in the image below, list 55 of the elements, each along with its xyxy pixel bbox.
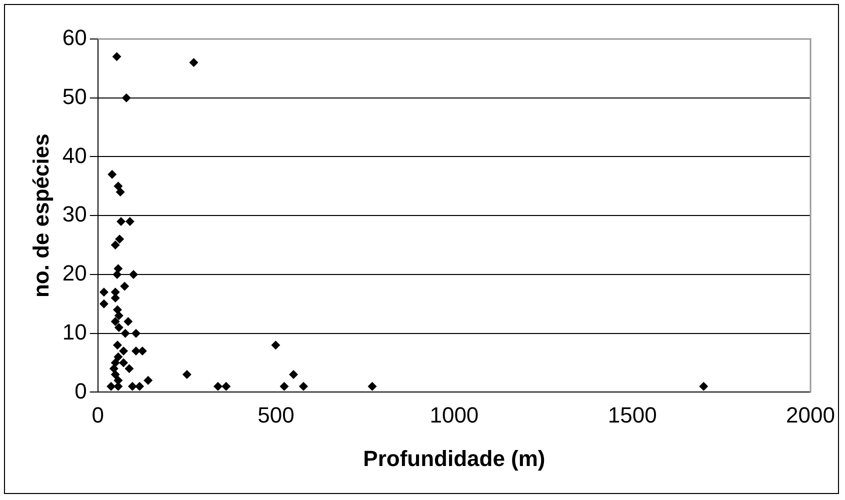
y-tick-label: 60 <box>62 25 87 50</box>
point <box>112 305 122 314</box>
x-tick-label: 500 <box>258 402 294 428</box>
point <box>116 216 126 226</box>
y-tick-label: 10 <box>62 319 87 344</box>
y-tick-label: 40 <box>62 142 87 168</box>
point <box>288 370 298 380</box>
point <box>112 52 122 62</box>
point <box>280 382 289 391</box>
point <box>106 382 116 391</box>
point <box>271 340 280 350</box>
y-tick-label: 50 <box>62 84 87 109</box>
point <box>119 358 128 368</box>
point <box>115 234 124 244</box>
point <box>125 216 134 226</box>
point <box>129 270 138 279</box>
point <box>132 346 140 356</box>
y-tick-label: 20 <box>62 260 87 286</box>
x-axis-title: Profundidade (m) <box>363 446 546 471</box>
point <box>122 93 131 102</box>
point <box>99 299 108 308</box>
point <box>368 382 377 391</box>
point <box>110 240 120 250</box>
point <box>112 340 122 350</box>
point <box>132 328 140 338</box>
y-tick-label: 0 <box>74 378 87 404</box>
point <box>128 382 137 391</box>
point <box>116 188 125 197</box>
x-tick-label: 1500 <box>608 402 657 428</box>
point <box>189 58 198 68</box>
point <box>124 364 134 374</box>
x-tick-label: 2000 <box>786 402 836 428</box>
x-tick-label: 1000 <box>430 402 479 428</box>
point <box>119 346 128 356</box>
point <box>182 370 192 380</box>
point <box>120 282 130 291</box>
point <box>99 288 108 297</box>
point <box>124 317 133 326</box>
point <box>110 317 120 326</box>
point <box>114 352 123 362</box>
point <box>298 382 308 391</box>
x-tick-label: 0 <box>92 402 104 428</box>
point <box>135 382 144 391</box>
point <box>114 182 123 191</box>
y-axis-title: no. de espécies <box>28 134 54 298</box>
point <box>110 370 120 380</box>
point <box>120 328 130 338</box>
y-tick-label: 30 <box>62 202 87 227</box>
point <box>213 382 222 391</box>
point <box>114 311 124 320</box>
point <box>699 382 708 391</box>
point <box>222 382 231 391</box>
point <box>108 170 117 179</box>
point <box>144 376 153 385</box>
point <box>114 322 124 332</box>
